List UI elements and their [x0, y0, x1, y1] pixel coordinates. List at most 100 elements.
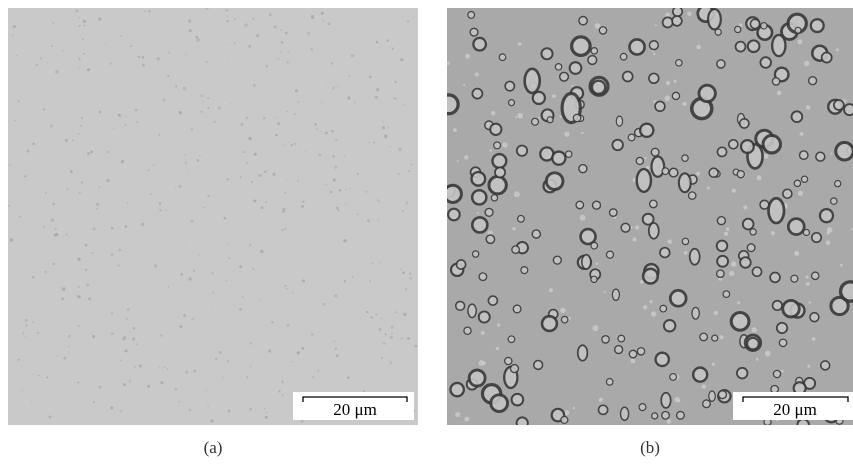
texture — [136, 343, 138, 345]
texture — [24, 175, 26, 177]
texture — [26, 150, 29, 153]
texture — [772, 78, 779, 85]
texture — [707, 187, 710, 190]
texture — [85, 269, 87, 271]
texture — [409, 272, 411, 274]
texture — [592, 81, 605, 94]
texture — [541, 48, 552, 59]
texture — [781, 370, 784, 373]
texture — [249, 244, 252, 247]
texture — [120, 36, 122, 38]
texture — [51, 219, 54, 222]
texture — [10, 238, 13, 241]
texture — [263, 117, 265, 119]
texture — [403, 313, 406, 316]
texture — [696, 45, 701, 50]
texture — [661, 393, 671, 408]
texture — [8, 205, 10, 207]
texture — [827, 231, 830, 234]
texture — [477, 212, 479, 214]
texture — [769, 198, 785, 223]
texture — [377, 199, 379, 201]
texture — [188, 409, 191, 412]
texture — [288, 51, 290, 53]
texture — [78, 325, 80, 327]
texture — [777, 91, 782, 96]
texture — [366, 191, 368, 193]
texture — [382, 121, 383, 122]
texture — [525, 69, 540, 93]
texture — [259, 174, 262, 177]
texture — [92, 335, 95, 338]
texture — [512, 227, 515, 230]
texture — [275, 134, 278, 137]
texture — [282, 382, 284, 384]
texture — [400, 338, 402, 340]
texture — [472, 190, 486, 204]
texture — [709, 168, 718, 177]
texture — [167, 368, 169, 370]
texture — [32, 143, 35, 146]
texture — [183, 87, 186, 90]
texture — [124, 124, 126, 126]
texture — [226, 178, 228, 180]
texture — [676, 60, 682, 66]
texture — [55, 228, 57, 230]
texture — [652, 413, 658, 419]
texture — [55, 70, 58, 73]
texture — [68, 335, 71, 338]
texture — [72, 140, 74, 142]
texture — [90, 151, 93, 154]
texture — [502, 142, 507, 147]
texture — [79, 192, 81, 194]
texture — [196, 159, 199, 162]
texture — [491, 195, 497, 201]
texture — [286, 111, 287, 112]
texture — [667, 239, 672, 244]
texture — [737, 301, 740, 304]
texture — [265, 416, 268, 419]
texture — [366, 311, 368, 313]
texture — [191, 220, 194, 223]
texture — [312, 376, 314, 378]
texture — [253, 84, 256, 87]
texture — [806, 276, 809, 279]
texture — [125, 116, 126, 117]
texture — [376, 88, 379, 91]
texture — [653, 53, 655, 55]
texture — [157, 57, 160, 60]
texture — [593, 201, 601, 209]
texture — [148, 169, 150, 171]
texture — [129, 331, 131, 333]
texture — [806, 282, 810, 286]
texture — [665, 96, 671, 102]
texture — [168, 286, 170, 288]
texture — [783, 189, 792, 198]
texture — [203, 207, 204, 208]
texture — [181, 185, 182, 186]
texture — [588, 56, 597, 65]
texture — [332, 155, 335, 158]
texture — [127, 308, 130, 311]
texture — [794, 180, 800, 186]
texture — [249, 408, 252, 411]
texture — [56, 234, 58, 236]
texture — [405, 288, 407, 290]
texture — [384, 135, 387, 138]
texture — [271, 321, 274, 324]
texture — [373, 141, 375, 143]
texture — [670, 374, 677, 381]
texture — [517, 417, 528, 428]
texture — [797, 419, 809, 431]
texture — [132, 337, 135, 340]
texture — [473, 38, 486, 51]
texture — [158, 133, 160, 135]
texture — [42, 162, 43, 163]
texture — [344, 280, 347, 283]
texture — [297, 351, 300, 354]
texture — [606, 251, 613, 258]
texture — [57, 355, 58, 356]
texture — [579, 165, 587, 173]
texture — [717, 147, 726, 156]
texture — [150, 193, 152, 195]
